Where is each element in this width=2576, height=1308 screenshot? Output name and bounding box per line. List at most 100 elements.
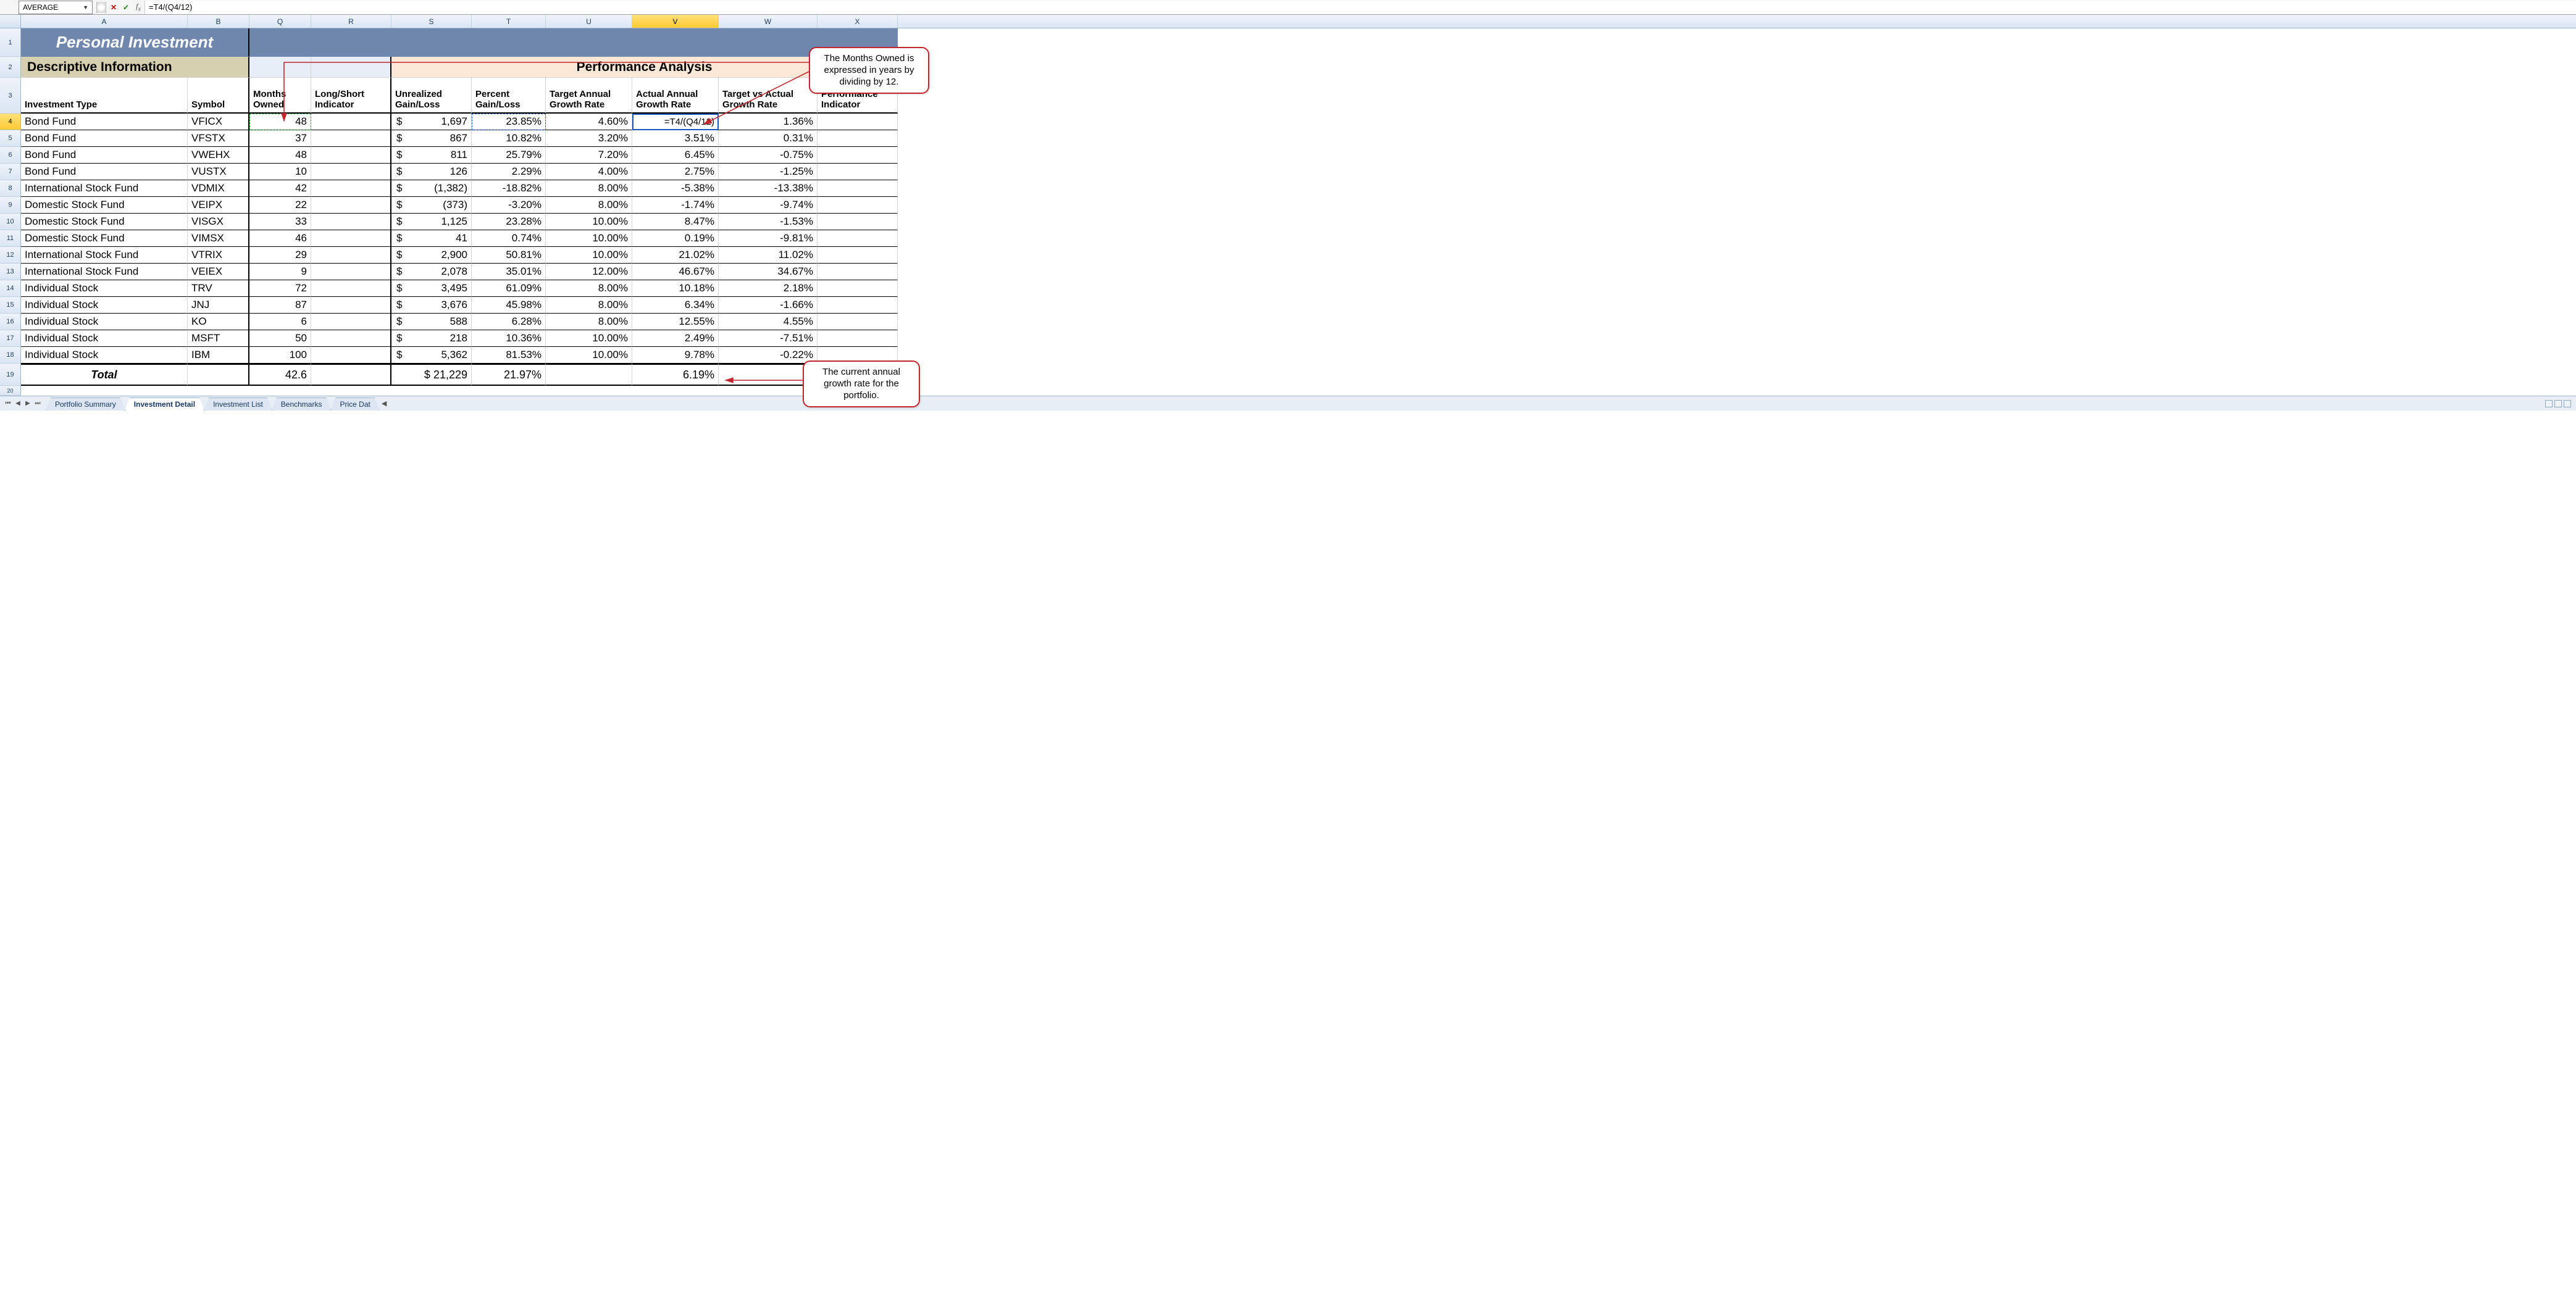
cell-pct[interactable]: 0.74% <box>472 230 546 247</box>
fx-button[interactable]: fx <box>132 2 144 12</box>
cell-type[interactable]: Individual Stock <box>21 330 188 347</box>
cell-longshort[interactable] <box>311 114 391 130</box>
cell-gainloss[interactable]: $2,078 <box>391 264 472 280</box>
row-header-20[interactable]: 20 <box>0 386 21 396</box>
cell-months[interactable]: 22 <box>249 197 311 214</box>
cell-u1[interactable] <box>546 28 632 57</box>
col-header-q[interactable]: Q <box>249 15 311 28</box>
cell-actual[interactable]: 10.18% <box>632 280 719 297</box>
cell-b19[interactable] <box>188 364 249 386</box>
sheet-tab[interactable]: Portfolio Summary <box>46 398 125 410</box>
cell-actual[interactable]: 2.75% <box>632 164 719 180</box>
row-header-6[interactable]: 6 <box>0 147 21 164</box>
col-header-b[interactable]: B <box>188 15 249 28</box>
row-header-16[interactable]: 16 <box>0 314 21 330</box>
cell-actual[interactable]: 9.78% <box>632 347 719 364</box>
cell-target[interactable]: 4.60% <box>546 114 632 130</box>
formula-input[interactable]: =T4/(Q4/12) <box>144 1 2576 14</box>
tab-nav-first-icon[interactable]: ⏮ <box>4 400 12 407</box>
hdr-percent-gl[interactable]: Percent Gain/Loss <box>472 78 546 114</box>
cell-gainloss[interactable]: $ (373) <box>391 197 472 214</box>
cell-months[interactable]: 48 <box>249 114 311 130</box>
cell-type[interactable]: Bond Fund <box>21 147 188 164</box>
cell-target[interactable]: 7.20% <box>546 147 632 164</box>
cell-gainloss[interactable]: $3,676 <box>391 297 472 314</box>
cell-type[interactable]: International Stock Fund <box>21 180 188 197</box>
cell-symbol[interactable]: VFSTX <box>188 130 249 147</box>
row-header-5[interactable]: 5 <box>0 130 21 147</box>
cell-symbol[interactable]: MSFT <box>188 330 249 347</box>
cell-type[interactable]: Individual Stock <box>21 314 188 330</box>
cell-pct[interactable]: 6.28% <box>472 314 546 330</box>
total-actual[interactable]: 6.19% <box>632 364 719 386</box>
cell-tva[interactable]: -9.74% <box>719 197 818 214</box>
row-header-4[interactable]: 4 <box>0 114 21 130</box>
cell-tva[interactable]: 34.67% <box>719 264 818 280</box>
view-layout-icon[interactable] <box>2554 400 2562 407</box>
cell-r1[interactable] <box>311 28 391 57</box>
cell-pct[interactable]: -3.20% <box>472 197 546 214</box>
cell-perf[interactable] <box>818 330 898 347</box>
cell-r19[interactable] <box>311 364 391 386</box>
cell-longshort[interactable] <box>311 164 391 180</box>
col-header-v[interactable]: V <box>632 15 719 28</box>
cell-perf[interactable] <box>818 214 898 230</box>
col-header-x[interactable]: X <box>818 15 898 28</box>
cell-months[interactable]: 37 <box>249 130 311 147</box>
total-label[interactable]: Total <box>21 364 188 386</box>
cell-target[interactable]: 8.00% <box>546 280 632 297</box>
cell-months[interactable]: 29 <box>249 247 311 264</box>
col-header-t[interactable]: T <box>472 15 546 28</box>
cell-symbol[interactable]: VEIEX <box>188 264 249 280</box>
cell-target[interactable]: 4.00% <box>546 164 632 180</box>
cell-type[interactable]: Domestic Stock Fund <box>21 197 188 214</box>
cell-symbol[interactable]: VISGX <box>188 214 249 230</box>
row-header-12[interactable]: 12 <box>0 247 21 264</box>
cell-actual[interactable]: =T4/(Q4/12) <box>632 114 719 130</box>
cell-target[interactable]: 8.00% <box>546 197 632 214</box>
cell-longshort[interactable] <box>311 230 391 247</box>
cell-longshort[interactable] <box>311 347 391 364</box>
row-header-9[interactable]: 9 <box>0 197 21 214</box>
cell-perf[interactable] <box>818 264 898 280</box>
cell-perf[interactable] <box>818 180 898 197</box>
tab-nav-next-icon[interactable]: ▶ <box>23 400 32 407</box>
cell-gainloss[interactable]: $3,495 <box>391 280 472 297</box>
cell-perf[interactable] <box>818 197 898 214</box>
cell-type[interactable]: Individual Stock <box>21 347 188 364</box>
cell-a20[interactable] <box>21 386 188 396</box>
cell-type[interactable]: Domestic Stock Fund <box>21 214 188 230</box>
sheet-tab[interactable]: Price Dat <box>330 398 379 410</box>
cell-perf[interactable] <box>818 147 898 164</box>
name-box-dropdown-icon[interactable]: ▼ <box>83 4 88 10</box>
tab-nav-prev-icon[interactable]: ◀ <box>14 400 22 407</box>
view-normal-icon[interactable] <box>2545 400 2553 407</box>
cell-r2[interactable] <box>311 57 391 78</box>
cell-type[interactable]: International Stock Fund <box>21 247 188 264</box>
cell-months[interactable]: 6 <box>249 314 311 330</box>
hdr-target-growth[interactable]: Target Annual Growth Rate <box>546 78 632 114</box>
cell-symbol[interactable]: JNJ <box>188 297 249 314</box>
cell-actual[interactable]: 12.55% <box>632 314 719 330</box>
cell-target[interactable]: 10.00% <box>546 330 632 347</box>
cell-perf[interactable] <box>818 297 898 314</box>
cell-target[interactable]: 8.00% <box>546 297 632 314</box>
cell-gainloss[interactable]: $867 <box>391 130 472 147</box>
cell-symbol[interactable]: VFICX <box>188 114 249 130</box>
cell-actual[interactable]: 6.45% <box>632 147 719 164</box>
hdr-actual-growth[interactable]: Actual Annual Growth Rate <box>632 78 719 114</box>
cell-months[interactable]: 100 <box>249 347 311 364</box>
cell-tva[interactable]: 4.55% <box>719 314 818 330</box>
cell-actual[interactable]: 6.34% <box>632 297 719 314</box>
cell-perf[interactable] <box>818 230 898 247</box>
cell-months[interactable]: 72 <box>249 280 311 297</box>
hdr-unrealized-gl[interactable]: Unrealized Gain/Loss <box>391 78 472 114</box>
row-header-3[interactable]: 3 <box>0 78 21 114</box>
cell-pct[interactable]: 2.29% <box>472 164 546 180</box>
cell-longshort[interactable] <box>311 297 391 314</box>
sheet-tab[interactable]: Benchmarks <box>272 398 332 410</box>
cell-target[interactable]: 3.20% <box>546 130 632 147</box>
cell-longshort[interactable] <box>311 214 391 230</box>
tab-nav-last-icon[interactable]: ⏭ <box>33 400 42 407</box>
cell-tva[interactable]: 11.02% <box>719 247 818 264</box>
